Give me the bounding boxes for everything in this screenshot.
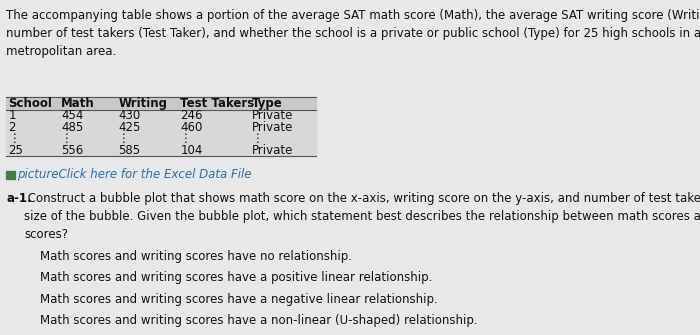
Text: Math: Math xyxy=(61,97,94,110)
Text: a-1.: a-1. xyxy=(6,192,32,205)
Text: Type: Type xyxy=(252,97,283,110)
Text: 585: 585 xyxy=(118,144,141,157)
Text: ⋮: ⋮ xyxy=(118,132,130,145)
Text: Construct a bubble plot that shows math score on the x-axis, writing score on th: Construct a bubble plot that shows math … xyxy=(25,192,700,241)
Text: pictureClick here for the Excel Data File: pictureClick here for the Excel Data Fil… xyxy=(17,168,251,181)
Text: 556: 556 xyxy=(61,144,83,157)
Text: 425: 425 xyxy=(118,121,141,134)
Text: 485: 485 xyxy=(61,121,83,134)
Bar xyxy=(6,97,316,110)
Bar xyxy=(6,110,316,122)
Text: ⋮: ⋮ xyxy=(61,132,73,145)
Text: ⋮: ⋮ xyxy=(252,132,263,145)
Text: ⋮: ⋮ xyxy=(8,132,20,145)
Text: 2: 2 xyxy=(8,121,16,134)
Text: 104: 104 xyxy=(180,144,202,157)
Text: 454: 454 xyxy=(61,109,83,122)
Text: Private: Private xyxy=(252,144,293,157)
Bar xyxy=(6,122,316,133)
Text: Math scores and writing scores have a negative linear relationship.: Math scores and writing scores have a ne… xyxy=(39,293,437,306)
Text: Math scores and writing scores have no relationship.: Math scores and writing scores have no r… xyxy=(39,250,351,263)
Text: Private: Private xyxy=(252,109,293,122)
Text: 246: 246 xyxy=(180,109,203,122)
Text: School: School xyxy=(8,97,52,110)
Text: 430: 430 xyxy=(118,109,141,122)
Text: Private: Private xyxy=(252,121,293,134)
Text: Test Takers: Test Takers xyxy=(180,97,255,110)
Text: 25: 25 xyxy=(8,144,23,157)
Text: Writing: Writing xyxy=(118,97,167,110)
Text: Math scores and writing scores have a non-linear (U-shaped) relationship.: Math scores and writing scores have a no… xyxy=(39,314,477,327)
Text: 1: 1 xyxy=(8,109,16,122)
Bar xyxy=(6,133,316,144)
Text: Math scores and writing scores have a positive linear relationship.: Math scores and writing scores have a po… xyxy=(39,271,432,284)
Text: 460: 460 xyxy=(180,121,202,134)
Text: ⋮: ⋮ xyxy=(180,132,192,145)
Bar xyxy=(6,171,15,179)
Text: The accompanying table shows a portion of the average SAT math score (Math), the: The accompanying table shows a portion o… xyxy=(6,9,700,58)
Bar xyxy=(6,144,316,156)
